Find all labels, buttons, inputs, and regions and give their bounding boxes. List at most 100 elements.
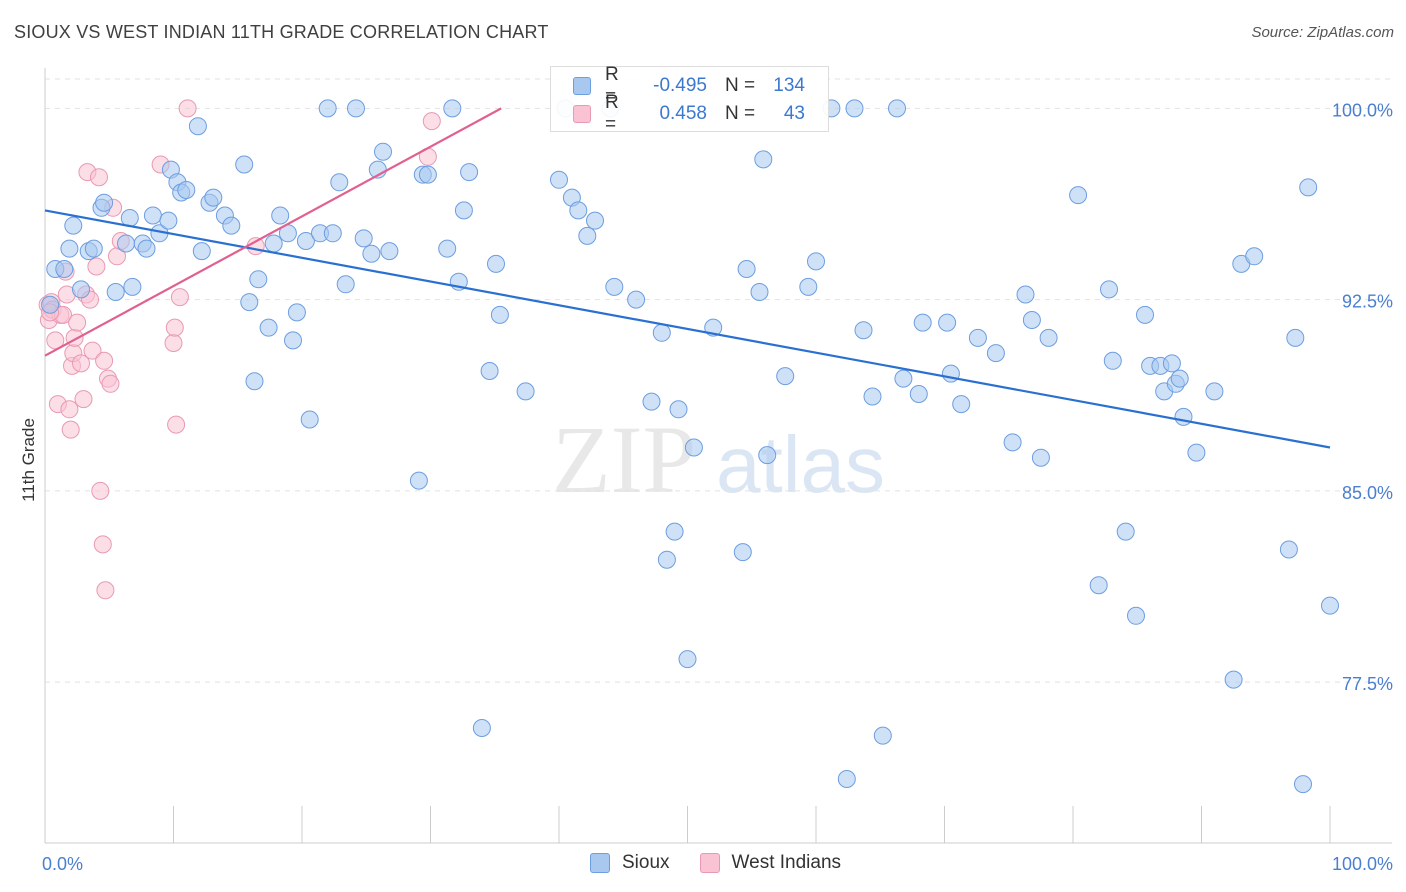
data-point xyxy=(863,387,882,406)
data-point xyxy=(669,400,688,419)
data-point xyxy=(1127,606,1145,625)
data-point xyxy=(1016,285,1035,304)
data-point xyxy=(87,257,106,276)
data-point xyxy=(137,239,156,258)
data-point xyxy=(246,237,265,256)
data-point xyxy=(245,372,264,391)
data-point xyxy=(873,726,892,745)
data-point xyxy=(1136,305,1154,324)
watermark: ZIP atlas xyxy=(552,406,885,513)
data-point xyxy=(460,163,479,182)
y-tick-label: 85.0% xyxy=(1342,483,1393,503)
data-point xyxy=(271,206,290,225)
data-point xyxy=(336,275,355,294)
data-point xyxy=(776,367,795,386)
data-point xyxy=(652,323,671,342)
chart-title: SIOUX VS WEST INDIAN 11TH GRADE CORRELAT… xyxy=(14,22,549,42)
data-point xyxy=(106,283,125,301)
y-tick-label: 92.5% xyxy=(1342,292,1393,312)
legend-row-west-indians: R = 0.458 N = 43 xyxy=(573,92,805,135)
data-point xyxy=(1022,311,1041,329)
data-point xyxy=(422,112,441,131)
r-label: R = xyxy=(605,64,619,107)
data-point xyxy=(60,239,79,258)
data-point xyxy=(1294,775,1312,794)
data-point xyxy=(909,385,928,403)
trend-line xyxy=(44,107,502,357)
stats-legend: R = -0.495 N = 134 R = 0.458 N = 43 xyxy=(550,64,829,135)
data-point xyxy=(72,354,90,373)
data-point xyxy=(409,471,428,490)
data-point xyxy=(143,206,162,225)
data-point xyxy=(1187,443,1206,462)
data-point xyxy=(188,117,207,136)
data-point xyxy=(264,234,283,253)
y-tick-label: 100.0% xyxy=(1332,100,1393,120)
data-point xyxy=(952,395,971,414)
data-point xyxy=(222,216,241,235)
chart-source: Source: ZipAtlas.com xyxy=(1251,24,1394,41)
data-point xyxy=(758,446,777,465)
data-point xyxy=(192,242,211,261)
data-point xyxy=(1321,596,1339,615)
data-point xyxy=(438,239,457,258)
data-point xyxy=(418,165,437,184)
data-point xyxy=(799,277,818,296)
x-tick-label: 0.0% xyxy=(42,854,83,874)
data-point xyxy=(204,188,223,207)
y-tick-labels: 100.0% 92.5% 85.0% 77.5% xyxy=(1332,100,1393,694)
sioux-points xyxy=(41,99,1339,794)
data-point xyxy=(737,260,756,278)
data-point xyxy=(913,313,932,332)
data-point xyxy=(74,390,93,409)
data-point xyxy=(733,543,752,562)
data-point xyxy=(487,254,505,273)
data-point xyxy=(64,216,83,235)
data-point xyxy=(287,303,306,322)
data-point xyxy=(170,288,189,307)
data-point xyxy=(938,313,957,332)
data-point xyxy=(374,142,392,161)
data-point xyxy=(83,341,102,360)
data-point xyxy=(123,277,142,296)
data-point xyxy=(284,331,302,350)
data-point xyxy=(165,318,184,337)
data-point xyxy=(627,290,646,309)
data-point xyxy=(90,168,108,187)
x-tick-labels: 0.0% 100.0% xyxy=(42,854,1393,874)
data-point xyxy=(55,260,74,278)
r-value: -0.495 xyxy=(653,75,707,96)
data-point xyxy=(1224,670,1243,689)
data-point xyxy=(480,362,499,380)
data-point xyxy=(845,99,864,118)
n-label: N = xyxy=(725,75,756,96)
data-point xyxy=(1039,328,1058,347)
legend-row-sioux: R = -0.495 N = 134 xyxy=(573,64,805,107)
data-point xyxy=(750,283,769,301)
data-point xyxy=(968,328,987,347)
data-point xyxy=(1103,351,1122,370)
sioux-swatch xyxy=(573,77,591,95)
data-point xyxy=(354,229,373,248)
data-point xyxy=(642,392,661,411)
data-point xyxy=(854,321,873,340)
data-point xyxy=(1031,448,1050,467)
data-point xyxy=(178,99,197,118)
data-point xyxy=(1170,369,1189,388)
legend-item-west-indians[interactable]: West Indians xyxy=(699,852,841,874)
data-point xyxy=(657,550,676,569)
data-point xyxy=(68,313,87,332)
data-point xyxy=(159,211,178,230)
data-point xyxy=(330,173,349,192)
legend-label-sioux: Sioux xyxy=(622,852,670,873)
data-point xyxy=(91,481,110,500)
data-point xyxy=(240,293,259,312)
data-point xyxy=(1205,382,1224,401)
data-point xyxy=(93,535,112,554)
watermark-zip: ZIP xyxy=(552,406,696,513)
data-point xyxy=(569,201,588,220)
r-value: 0.458 xyxy=(659,103,707,124)
legend-item-sioux[interactable]: Sioux xyxy=(590,852,670,874)
data-point xyxy=(605,277,624,296)
